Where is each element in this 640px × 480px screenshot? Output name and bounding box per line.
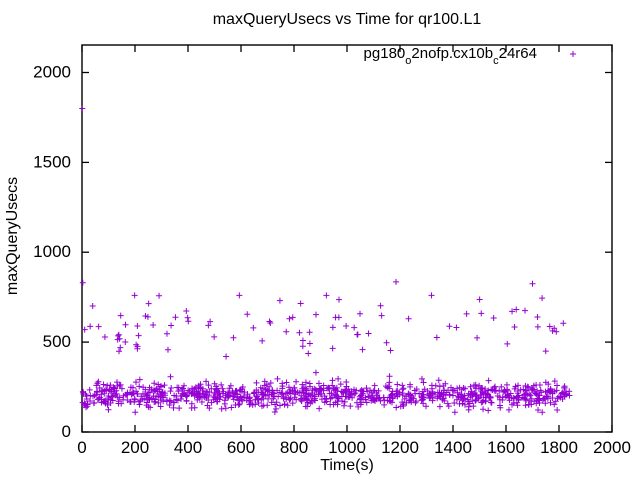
svg-text:pg180o2nofp.cx10bc24r64: pg180o2nofp.cx10bc24r64 — [364, 45, 537, 67]
svg-text:1000: 1000 — [33, 242, 71, 261]
svg-text:200: 200 — [121, 438, 149, 457]
svg-text:800: 800 — [280, 438, 308, 457]
svg-text:1200: 1200 — [381, 438, 419, 457]
svg-text:1600: 1600 — [487, 438, 525, 457]
svg-text:600: 600 — [227, 438, 255, 457]
svg-text:1800: 1800 — [540, 438, 578, 457]
svg-text:1000: 1000 — [328, 438, 366, 457]
svg-text:0: 0 — [77, 438, 86, 457]
svg-text:0: 0 — [62, 422, 71, 441]
svg-text:400: 400 — [174, 438, 202, 457]
svg-text:2000: 2000 — [593, 438, 631, 457]
svg-text:1500: 1500 — [33, 152, 71, 171]
svg-text:2000: 2000 — [33, 63, 71, 82]
svg-text:1400: 1400 — [434, 438, 472, 457]
svg-text:500: 500 — [43, 332, 71, 351]
